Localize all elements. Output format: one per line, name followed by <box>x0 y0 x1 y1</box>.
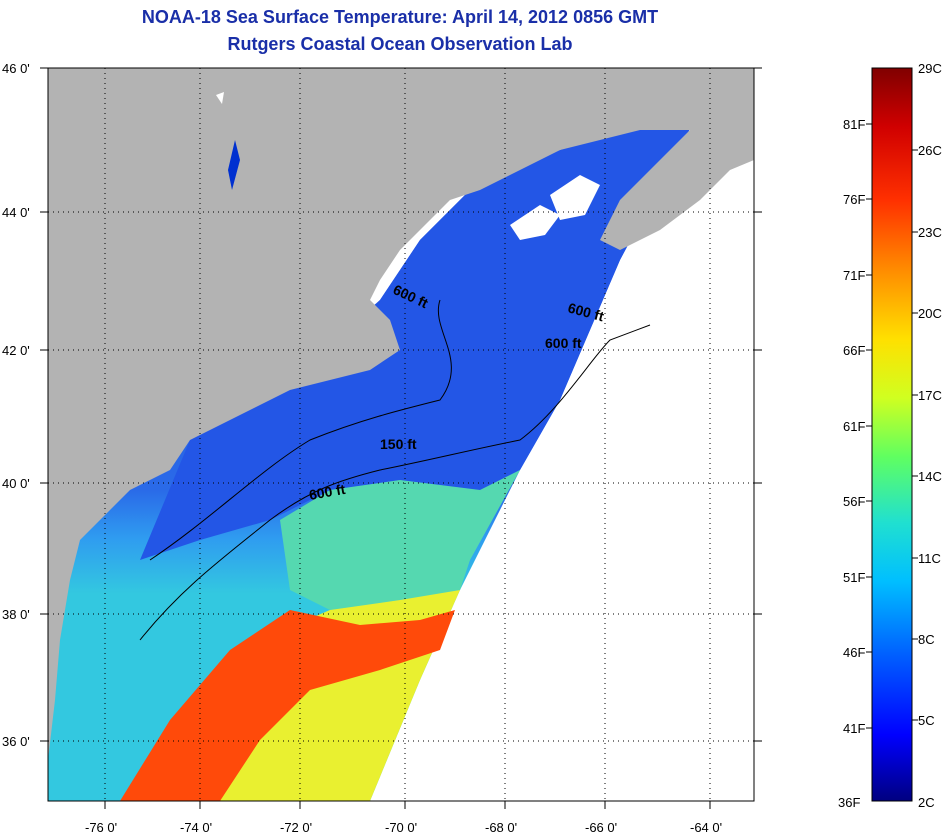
map-frame <box>47 67 755 802</box>
contour-label: 150 ft <box>380 436 417 452</box>
colorbar-fahrenheit-label: 36F <box>838 795 860 810</box>
lon-label: -70 0' <box>385 820 417 835</box>
shelf-water-region <box>280 470 520 610</box>
colorbar-fahrenheit-label: 41F <box>843 721 865 736</box>
colorbar-fahrenheit-label: 66F <box>843 343 865 358</box>
lon-label: -64 0' <box>690 820 722 835</box>
contour-label: 600 ft <box>308 481 347 503</box>
depth-contour-600ft <box>139 324 651 641</box>
colorbar <box>871 67 913 802</box>
lon-label: -76 0' <box>85 820 117 835</box>
axis-ticks <box>40 67 762 809</box>
land-mass <box>48 68 754 760</box>
lon-label: -72 0' <box>280 820 312 835</box>
map-plot-area <box>48 68 754 801</box>
colorbar-celsius-label: 20C <box>918 306 942 321</box>
colorbar-fahrenheit-label: 56F <box>843 494 865 509</box>
gulf-stream-core <box>120 610 455 801</box>
colorbar-ticks <box>866 123 918 729</box>
lon-label: -66 0' <box>585 820 617 835</box>
colorbar-celsius-label: 26C <box>918 143 942 158</box>
colorbar-celsius-label: 8C <box>918 632 935 647</box>
no-data-patch <box>550 175 600 220</box>
map-subtitle: Rutgers Coastal Ocean Observation Lab <box>227 34 573 54</box>
lon-label: -74 0' <box>180 820 212 835</box>
no-data-patch <box>510 205 560 240</box>
lat-label: 36 0' <box>2 734 30 749</box>
colorbar-fahrenheit-label: 61F <box>843 419 865 434</box>
inland-lake <box>228 140 240 190</box>
colorbar-celsius-label: 29C <box>918 61 942 76</box>
contour-label: 600 ft <box>545 335 582 351</box>
no-data-patch <box>216 92 224 104</box>
colorbar-celsius-label: 14C <box>918 469 942 484</box>
lat-label: 44 0' <box>2 205 30 220</box>
colorbar-celsius-label: 5C <box>918 713 935 728</box>
colorbar-celsius-label: 11C <box>918 551 941 566</box>
colorbar-fahrenheit-label: 76F <box>843 192 865 207</box>
cold-water-region <box>140 110 700 560</box>
lat-label: 42 0' <box>2 343 30 358</box>
lon-label: -68 0' <box>485 820 517 835</box>
colorbar-fahrenheit-label: 51F <box>843 570 865 585</box>
lat-label: 38 0' <box>2 607 30 622</box>
map-title: NOAA-18 Sea Surface Temperature: April 1… <box>141 7 659 27</box>
colorbar-fahrenheit-label: 71F <box>843 268 865 283</box>
lat-label: 46 0' <box>2 61 30 76</box>
colorbar-fahrenheit-label: 46F <box>843 645 865 660</box>
colorbar-celsius-label: 2C <box>918 795 935 810</box>
lat-label: 40 0' <box>2 476 30 491</box>
colorbar-celsius-label: 17C <box>918 388 942 403</box>
colorbar-celsius-label: 23C <box>918 225 942 240</box>
colorbar-fahrenheit-label: 81F <box>843 117 865 132</box>
graticule <box>48 68 754 801</box>
